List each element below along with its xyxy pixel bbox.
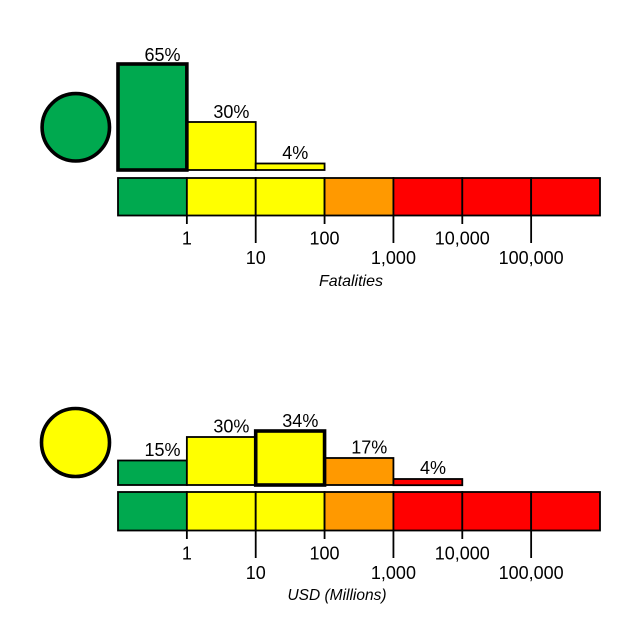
svg-text:1: 1 [182, 544, 192, 564]
svg-text:10: 10 [246, 563, 266, 583]
svg-text:30%: 30% [213, 102, 249, 122]
svg-text:100,000: 100,000 [499, 248, 564, 268]
svg-text:Fatalities: Fatalities [319, 273, 383, 290]
svg-text:34%: 34% [282, 411, 318, 431]
svg-text:10: 10 [246, 248, 266, 268]
svg-text:10,000: 10,000 [435, 229, 490, 249]
svg-text:100: 100 [310, 544, 340, 564]
svg-text:1,000: 1,000 [371, 248, 416, 268]
svg-text:30%: 30% [213, 417, 249, 437]
svg-text:100: 100 [310, 229, 340, 249]
svg-text:1,000: 1,000 [371, 563, 416, 583]
svg-text:4%: 4% [282, 143, 308, 163]
svg-text:USD (Millions): USD (Millions) [287, 587, 386, 604]
svg-text:65%: 65% [145, 45, 181, 65]
svg-text:4%: 4% [420, 458, 446, 478]
svg-text:10,000: 10,000 [435, 544, 490, 564]
svg-text:15%: 15% [145, 440, 181, 460]
svg-text:17%: 17% [351, 438, 387, 458]
svg-text:100,000: 100,000 [499, 563, 564, 583]
svg-text:1: 1 [182, 229, 192, 249]
